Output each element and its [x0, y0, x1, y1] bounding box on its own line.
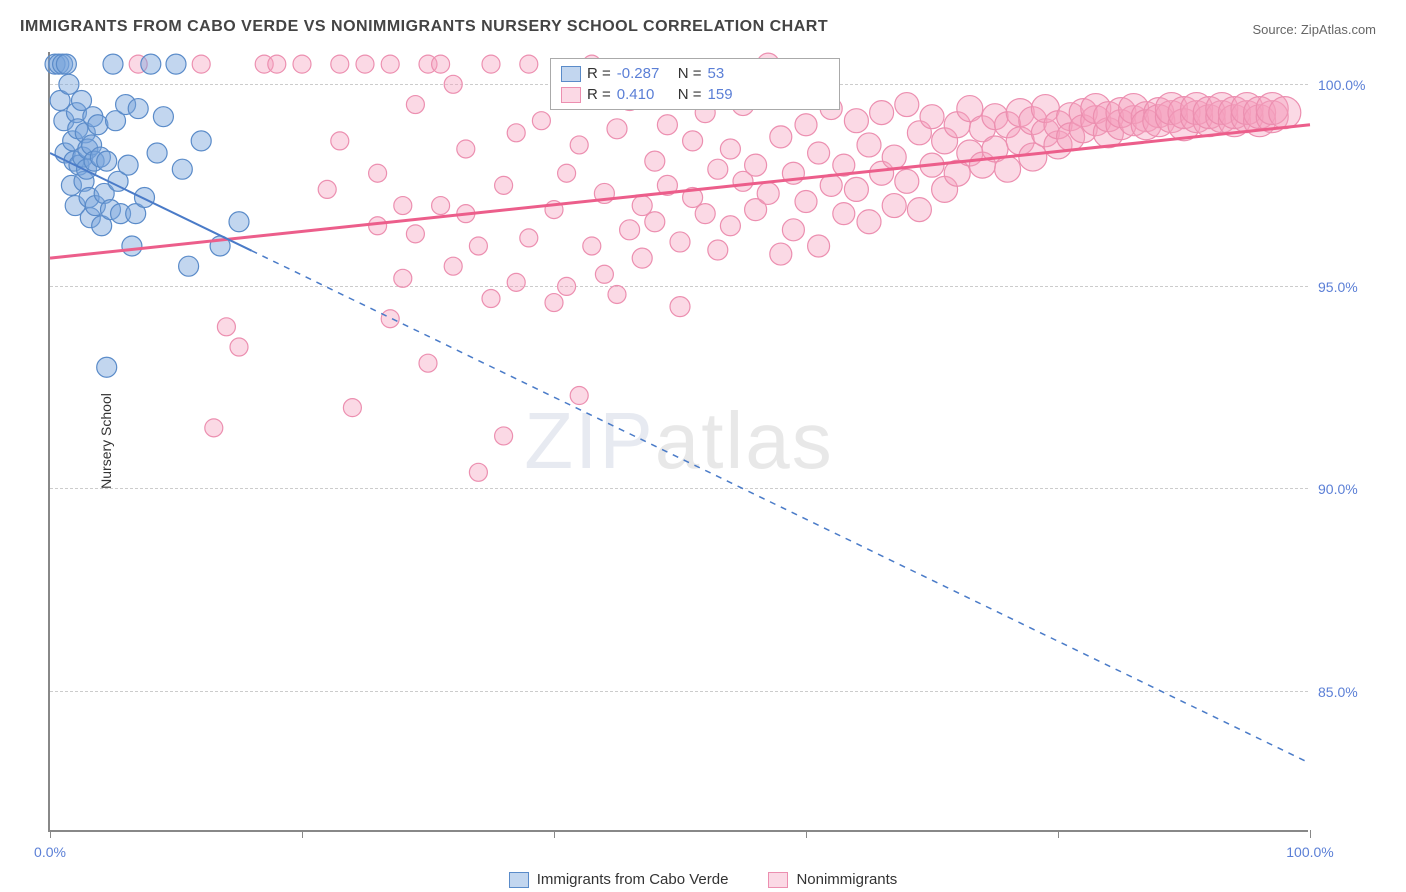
- swatch-blue: [509, 872, 529, 888]
- r-value-pink: 0.410: [617, 86, 672, 103]
- chart-title: IMMIGRANTS FROM CABO VERDE VS NONIMMIGRA…: [20, 18, 828, 36]
- chart-svg: [50, 52, 1308, 830]
- stats-legend: R = -0.287 N = 53 R = 0.410 N = 159: [550, 58, 840, 110]
- r-label: R =: [587, 86, 611, 103]
- stats-row-pink: R = 0.410 N = 159: [561, 84, 829, 105]
- legend-item-pink: Nonimmigrants: [768, 871, 897, 888]
- source-attribution: Source: ZipAtlas.com: [1252, 22, 1376, 37]
- r-value-blue: -0.287: [617, 65, 672, 82]
- n-label: N =: [678, 65, 702, 82]
- legend-label-blue: Immigrants from Cabo Verde: [537, 871, 729, 888]
- stats-row-blue: R = -0.287 N = 53: [561, 63, 829, 84]
- r-label: R =: [587, 65, 611, 82]
- plot-area: Nursery School ZIPatlas 85.0%90.0%95.0%1…: [48, 52, 1308, 832]
- legend-item-blue: Immigrants from Cabo Verde: [509, 871, 729, 888]
- n-value-blue: 53: [708, 65, 763, 82]
- swatch-blue: [561, 66, 581, 82]
- n-label: N =: [678, 86, 702, 103]
- legend-label-pink: Nonimmigrants: [796, 871, 897, 888]
- bottom-legend: Immigrants from Cabo Verde Nonimmigrants: [0, 871, 1406, 888]
- n-value-pink: 159: [708, 86, 763, 103]
- swatch-pink: [768, 872, 788, 888]
- swatch-pink: [561, 87, 581, 103]
